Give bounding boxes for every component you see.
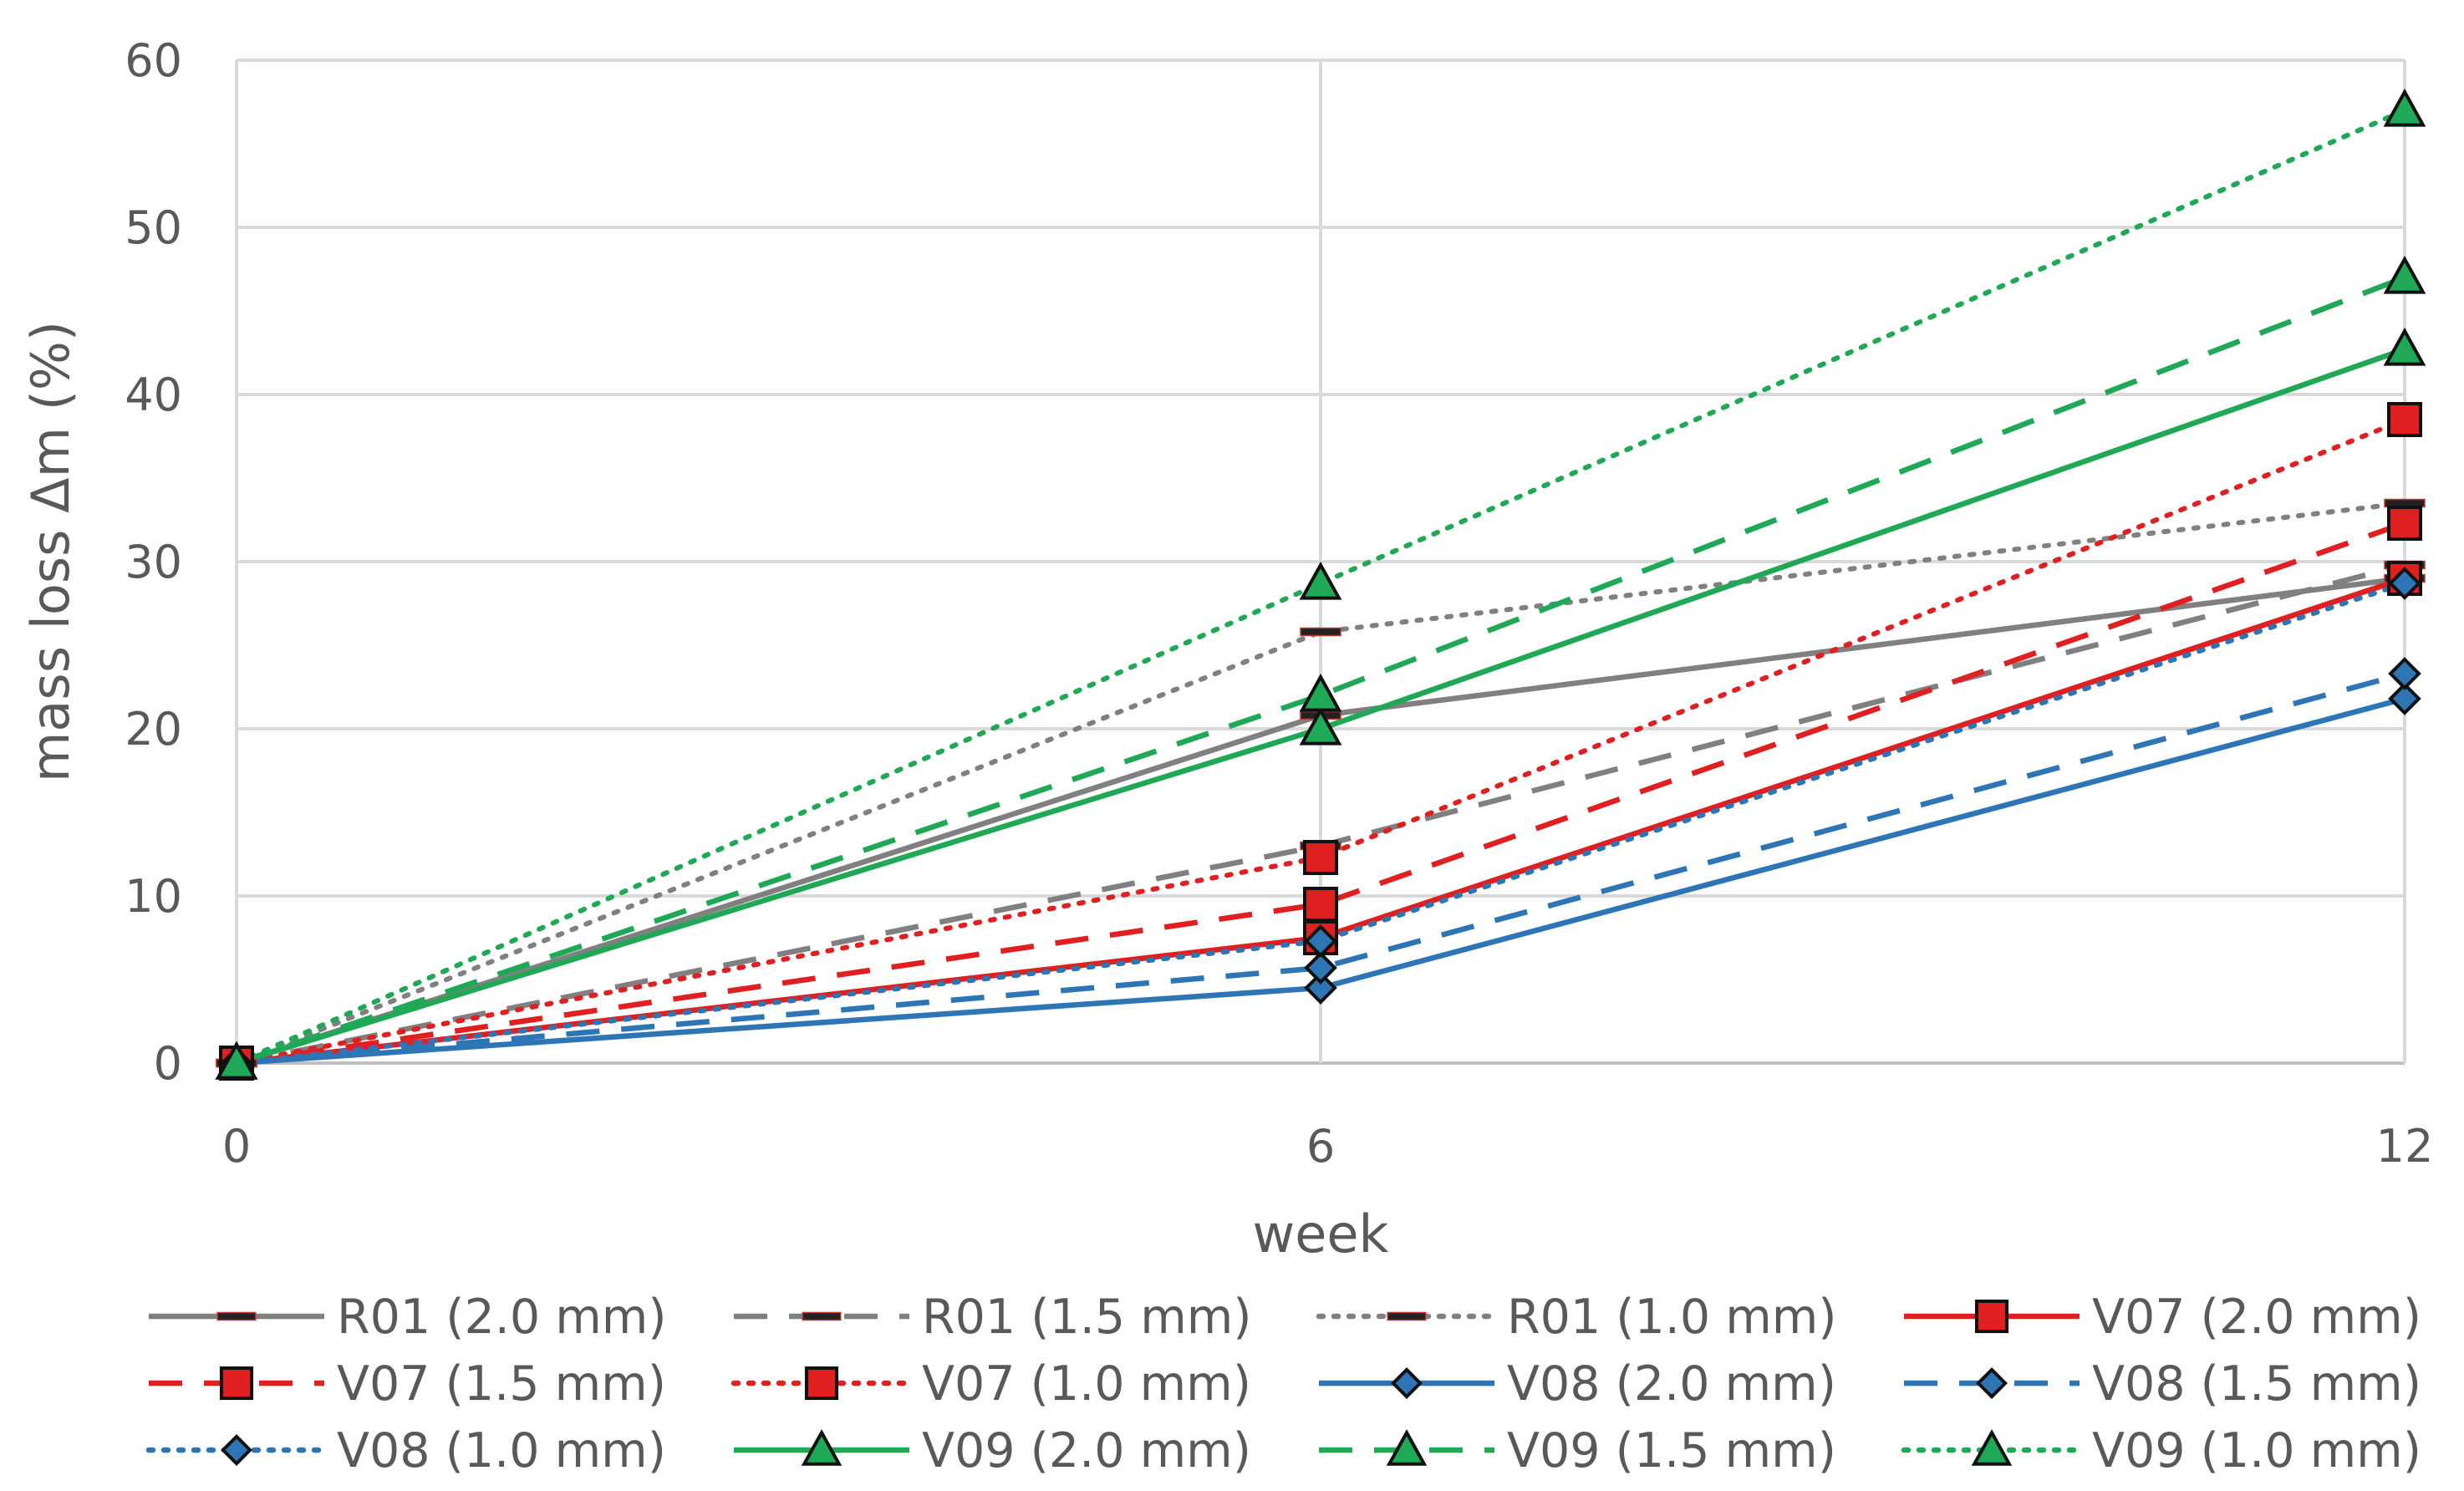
- data-point: [2383, 255, 2426, 294]
- legend-swatch-marker: [802, 1311, 842, 1321]
- legend-label: V09 (2.0 mm): [922, 1423, 1251, 1478]
- legend-swatch-marker: [801, 1428, 843, 1466]
- x-tick-label: 6: [1306, 1120, 1335, 1173]
- series-line: [234, 501, 2407, 1066]
- y-tick-label: 0: [154, 1037, 182, 1090]
- data-point: [2383, 327, 2426, 366]
- legend-item: V07 (1.0 mm): [731, 1356, 1251, 1412]
- x-tick-label: 12: [2376, 1120, 2434, 1173]
- legend-swatch-marker: [1391, 1367, 1423, 1399]
- legend-item: R01 (1.0 mm): [1316, 1290, 1837, 1345]
- data-point: [2388, 682, 2421, 715]
- legend-item: V08 (1.5 mm): [1904, 1356, 2421, 1412]
- legend-swatch-marker: [1387, 1311, 1427, 1321]
- legend: R01 (2.0 mm) R01 (1.5 mm) R01 (1.0 mm) V07 …: [145, 1290, 2421, 1478]
- data-point: [1300, 627, 1341, 637]
- legend-item: V07 (2.0 mm): [1904, 1290, 2421, 1345]
- legend-swatch-marker: [1976, 1367, 2008, 1399]
- data-point: [1303, 887, 1338, 922]
- data-point: [2387, 402, 2422, 437]
- legend-item: R01 (1.5 mm): [734, 1290, 1252, 1345]
- legend-swatch-marker: [216, 1311, 257, 1321]
- y-axis-title: mass loss Δm (%): [20, 321, 81, 782]
- y-tick-label: 60: [125, 34, 182, 87]
- legend-label: V07 (1.5 mm): [337, 1356, 666, 1412]
- legend-swatch-marker: [804, 1366, 839, 1401]
- legend-label: R01 (1.0 mm): [1507, 1290, 1837, 1345]
- y-tick-label: 40: [125, 369, 182, 421]
- legend-item: V07 (1.5 mm): [149, 1356, 666, 1412]
- legend-item: V08 (2.0 mm): [1319, 1356, 1836, 1412]
- legend-label: R01 (1.5 mm): [922, 1290, 1252, 1345]
- legend-item: V09 (2.0 mm): [734, 1423, 1251, 1478]
- legend-label: V08 (1.0 mm): [337, 1423, 666, 1478]
- data-point: [1299, 561, 1342, 600]
- legend-label: V09 (1.0 mm): [2092, 1423, 2421, 1478]
- legend-item: R01 (2.0 mm): [149, 1290, 667, 1345]
- series-markers: [215, 88, 2426, 1081]
- data-point: [1303, 840, 1338, 875]
- legend-swatch-marker: [221, 1434, 252, 1466]
- data-point: [2388, 567, 2421, 600]
- data-point: [2383, 88, 2426, 127]
- data-point: [215, 1041, 258, 1080]
- x-axis-title: week: [1253, 1203, 1389, 1265]
- data-point: [1304, 924, 1337, 958]
- y-tick-label: 20: [125, 703, 182, 756]
- legend-swatch-marker: [219, 1366, 254, 1401]
- series-line: [234, 108, 2407, 1066]
- data-point: [1299, 673, 1342, 712]
- data-point: [1299, 706, 1342, 746]
- legend-swatch-marker: [1974, 1299, 2009, 1334]
- y-tick-label: 50: [125, 201, 182, 254]
- legend-swatch-marker: [1971, 1428, 2013, 1466]
- y-axis: 0 10 20 30 40 50 60: [125, 34, 182, 1090]
- y-tick-label: 10: [125, 870, 182, 923]
- legend-label: V08 (2.0 mm): [1507, 1356, 1836, 1412]
- legend-item: V09 (1.0 mm): [1901, 1423, 2421, 1478]
- series-line: [234, 581, 2407, 1066]
- legend-label: R01 (2.0 mm): [337, 1290, 667, 1345]
- legend-label: V07 (2.0 mm): [2092, 1290, 2421, 1345]
- data-point: [1304, 971, 1337, 1005]
- legend-item: V09 (1.5 mm): [1319, 1423, 1836, 1478]
- legend-label: V08 (1.5 mm): [2092, 1356, 2421, 1412]
- series-line: [236, 670, 2405, 1066]
- x-axis: 0 6 12: [222, 1120, 2434, 1173]
- legend-item: V08 (1.0 mm): [145, 1423, 666, 1478]
- data-point: [2387, 506, 2422, 541]
- data-point: [2388, 657, 2421, 690]
- legend-label: V09 (1.5 mm): [1507, 1423, 1836, 1478]
- y-tick-label: 30: [125, 536, 182, 588]
- x-tick-label: 0: [222, 1120, 251, 1173]
- legend-swatch-marker: [1386, 1428, 1428, 1466]
- legend-label: V07 (1.0 mm): [922, 1356, 1251, 1412]
- data-point: [1304, 951, 1337, 985]
